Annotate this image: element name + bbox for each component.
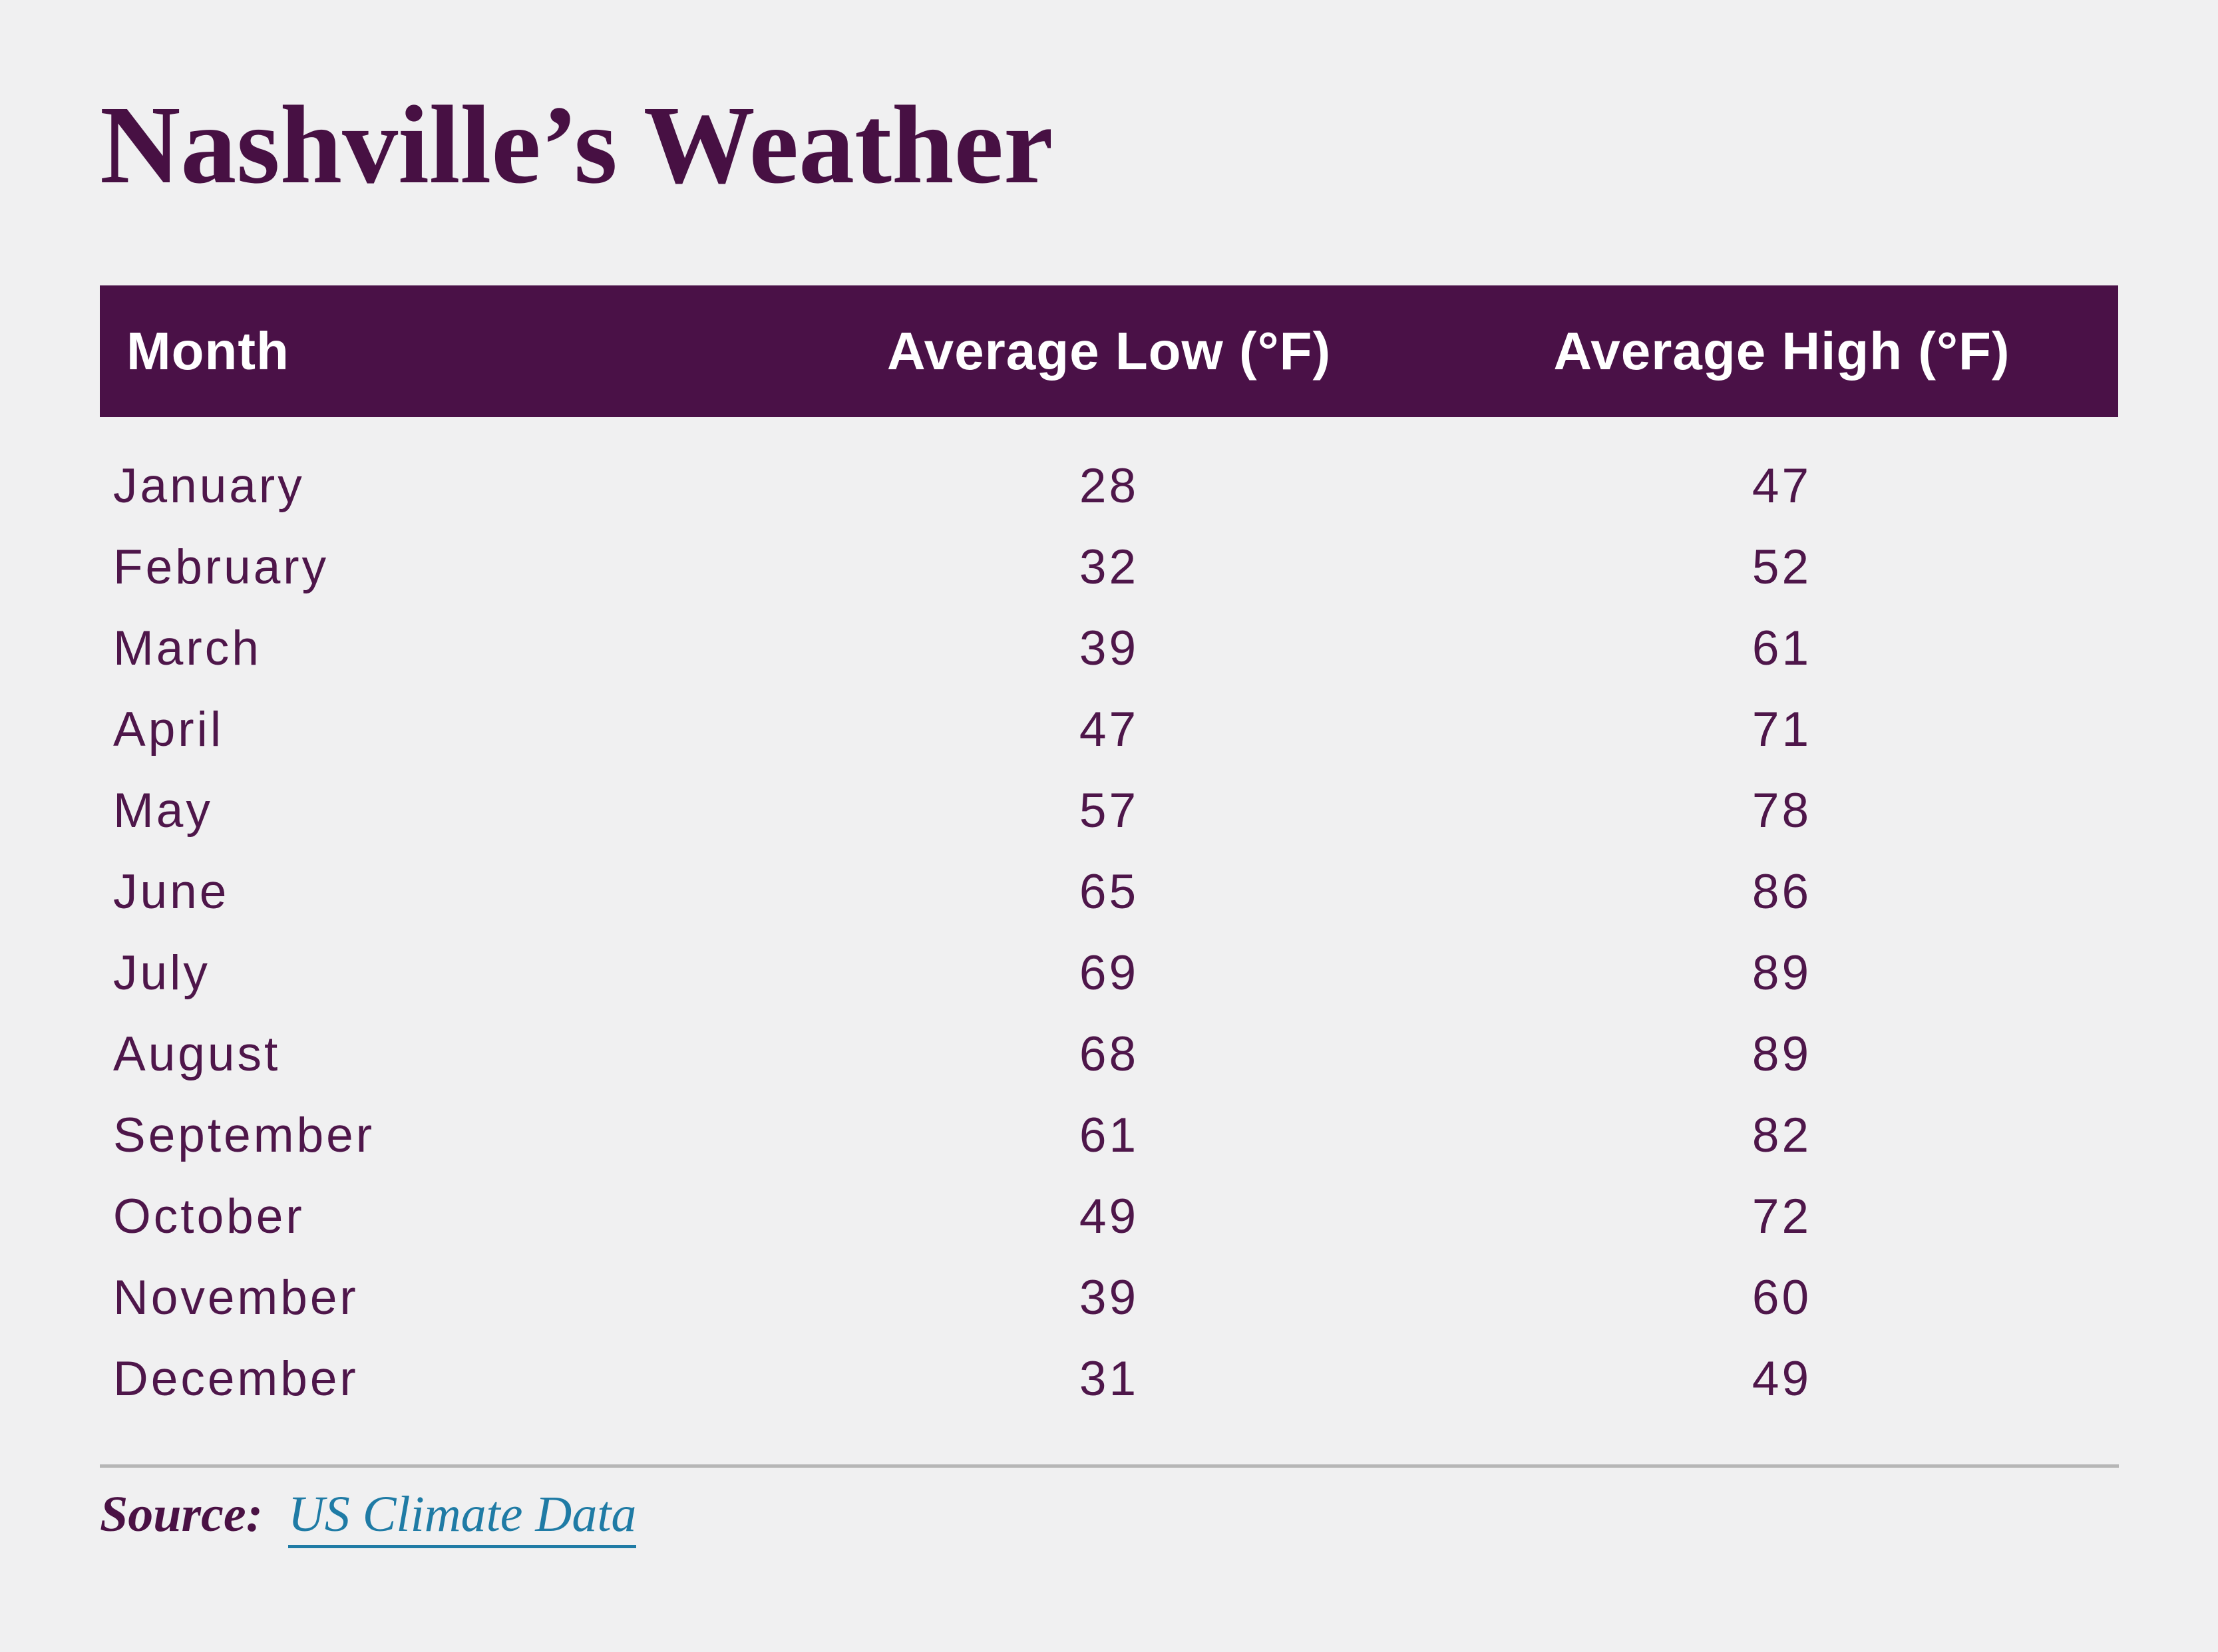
weather-table: Month Average Low (°F) Average High (°F)… [100, 285, 2118, 1419]
column-header-average-high: Average High (°F) [1553, 321, 2010, 381]
cell-month: November [113, 1270, 359, 1325]
table-row: October 49 72 [100, 1176, 2118, 1257]
table-row: April 47 71 [100, 689, 2118, 770]
cell-average-high: 52 [1752, 540, 1812, 594]
cell-month: August [113, 1027, 281, 1081]
table-row: July 69 89 [100, 932, 2118, 1013]
cell-average-high: 89 [1752, 945, 1812, 1000]
cell-average-high: 61 [1752, 621, 1812, 675]
table-row: February 32 52 [100, 526, 2118, 607]
cell-month: April [113, 702, 224, 756]
cell-average-high: 78 [1752, 783, 1812, 838]
cell-average-high: 89 [1752, 1027, 1812, 1081]
cell-average-low: 49 [1079, 1189, 1139, 1243]
cell-month: July [113, 945, 210, 1000]
cell-average-high: 47 [1752, 458, 1812, 513]
column-header-month: Month [126, 321, 289, 381]
table-row: June 65 86 [100, 851, 2118, 932]
table-header-row: Month Average Low (°F) Average High (°F) [100, 285, 2118, 417]
table-row: December 31 49 [100, 1338, 2118, 1419]
cell-average-low: 28 [1079, 458, 1139, 513]
divider-line [100, 1464, 2119, 1468]
cell-average-high: 72 [1752, 1189, 1812, 1243]
page-title: Nashville’s Weather [100, 83, 1053, 207]
cell-average-low: 68 [1079, 1027, 1139, 1081]
cell-average-high: 86 [1752, 864, 1812, 919]
cell-average-low: 61 [1079, 1108, 1139, 1162]
cell-average-high: 60 [1752, 1270, 1812, 1325]
cell-month: December [113, 1351, 359, 1406]
cell-month: June [113, 864, 230, 919]
cell-average-low: 65 [1079, 864, 1139, 919]
cell-average-low: 31 [1079, 1351, 1139, 1406]
cell-average-low: 47 [1079, 702, 1139, 756]
source-line: Source: US Climate Data [100, 1486, 637, 1548]
cell-average-high: 71 [1752, 702, 1812, 756]
table-row: September 61 82 [100, 1094, 2118, 1176]
cell-month: October [113, 1189, 305, 1243]
cell-month: September [113, 1108, 375, 1162]
cell-average-low: 39 [1079, 621, 1139, 675]
cell-average-high: 82 [1752, 1108, 1812, 1162]
table-row: August 68 89 [100, 1013, 2118, 1094]
source-label: Source: [100, 1486, 263, 1542]
cell-month: May [113, 783, 213, 838]
cell-average-high: 49 [1752, 1351, 1812, 1406]
cell-average-low: 39 [1079, 1270, 1139, 1325]
cell-month: February [113, 540, 329, 594]
table-row: November 39 60 [100, 1257, 2118, 1338]
cell-month: March [113, 621, 262, 675]
table-row: May 57 78 [100, 770, 2118, 851]
source-label-spacer [276, 1486, 288, 1542]
source-link[interactable]: US Climate Data [287, 1486, 637, 1548]
cell-month: January [113, 458, 305, 513]
cell-average-low: 69 [1079, 945, 1139, 1000]
column-header-average-low: Average Low (°F) [886, 321, 1332, 381]
cell-average-low: 57 [1079, 783, 1139, 838]
table-row: March 39 61 [100, 607, 2118, 689]
table-body: January 28 47 February 32 52 March 39 61 April 47 7… [100, 445, 2118, 1419]
table-row: January 28 47 [100, 445, 2118, 526]
cell-average-low: 32 [1079, 540, 1139, 594]
